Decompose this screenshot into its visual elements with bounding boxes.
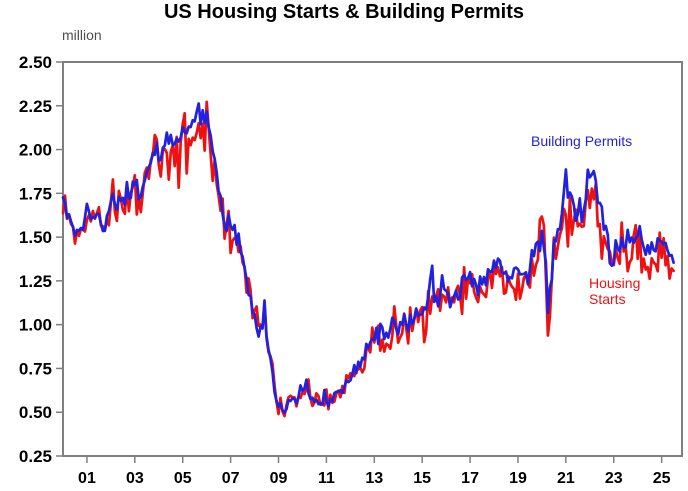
x-tick-label: 01	[78, 470, 96, 487]
x-tick-label: 07	[222, 470, 240, 487]
y-axis-unit-label: million	[62, 27, 102, 43]
housing-starts-series-label: Housing Starts	[589, 275, 641, 307]
y-tick-label: 0.25	[19, 447, 52, 466]
x-tick-label: 21	[557, 470, 575, 487]
y-tick-label: 2.25	[19, 97, 52, 116]
x-tick-label: 19	[509, 470, 527, 487]
y-tick-label: 0.50	[19, 403, 52, 422]
y-tick-label: 0.75	[19, 359, 52, 378]
x-tick-label: 23	[605, 470, 623, 487]
x-tick-label: 03	[126, 470, 144, 487]
building-permits-line	[61, 102, 675, 414]
y-tick-label: 2.50	[19, 53, 52, 72]
building-permits-series-label: Building Permits	[531, 133, 633, 149]
chart-title: US Housing Starts & Building Permits	[163, 1, 525, 23]
y-tick-label: 1.00	[19, 316, 52, 335]
x-tick-label: 05	[174, 470, 192, 487]
y-tick-label: 1.50	[19, 228, 52, 247]
x-tick-label: 15	[413, 470, 431, 487]
x-tick-label: 09	[270, 470, 288, 487]
plot-frame	[62, 61, 683, 457]
y-tick-label: 2.00	[19, 141, 52, 160]
x-tick-label: 13	[365, 470, 383, 487]
y-tick-label: 1.25	[19, 272, 52, 291]
x-tick-label: 25	[653, 470, 671, 487]
x-tick-label: 11	[318, 470, 335, 487]
x-tick-label: 17	[461, 470, 479, 487]
y-tick-label: 1.75	[19, 184, 52, 203]
